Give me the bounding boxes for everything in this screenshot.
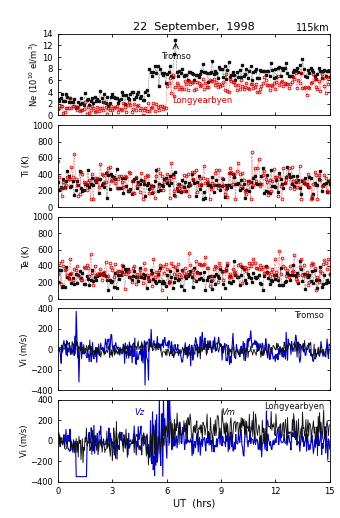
Y-axis label: Ne (10$^{10}$ el/m$^3$): Ne (10$^{10}$ el/m$^3$)	[28, 42, 41, 107]
Text: Longyearbyen: Longyearbyen	[264, 402, 324, 411]
Y-axis label: Vi (m/s): Vi (m/s)	[20, 333, 29, 366]
Text: Vz: Vz	[134, 408, 144, 417]
Text: 115km: 115km	[296, 23, 330, 33]
Text: Tromso: Tromso	[161, 52, 191, 61]
Y-axis label: Vi (m/s): Vi (m/s)	[20, 425, 29, 457]
X-axis label: UT  (hrs): UT (hrs)	[173, 498, 215, 508]
Y-axis label: Ti (K): Ti (K)	[21, 155, 31, 177]
Text: Tromso: Tromso	[294, 311, 324, 320]
Text: Vm: Vm	[221, 408, 235, 417]
Y-axis label: Te (K): Te (K)	[21, 246, 31, 269]
Title: 22  September,  1998: 22 September, 1998	[133, 22, 255, 32]
Text: Longyearbyen: Longyearbyen	[172, 96, 232, 105]
